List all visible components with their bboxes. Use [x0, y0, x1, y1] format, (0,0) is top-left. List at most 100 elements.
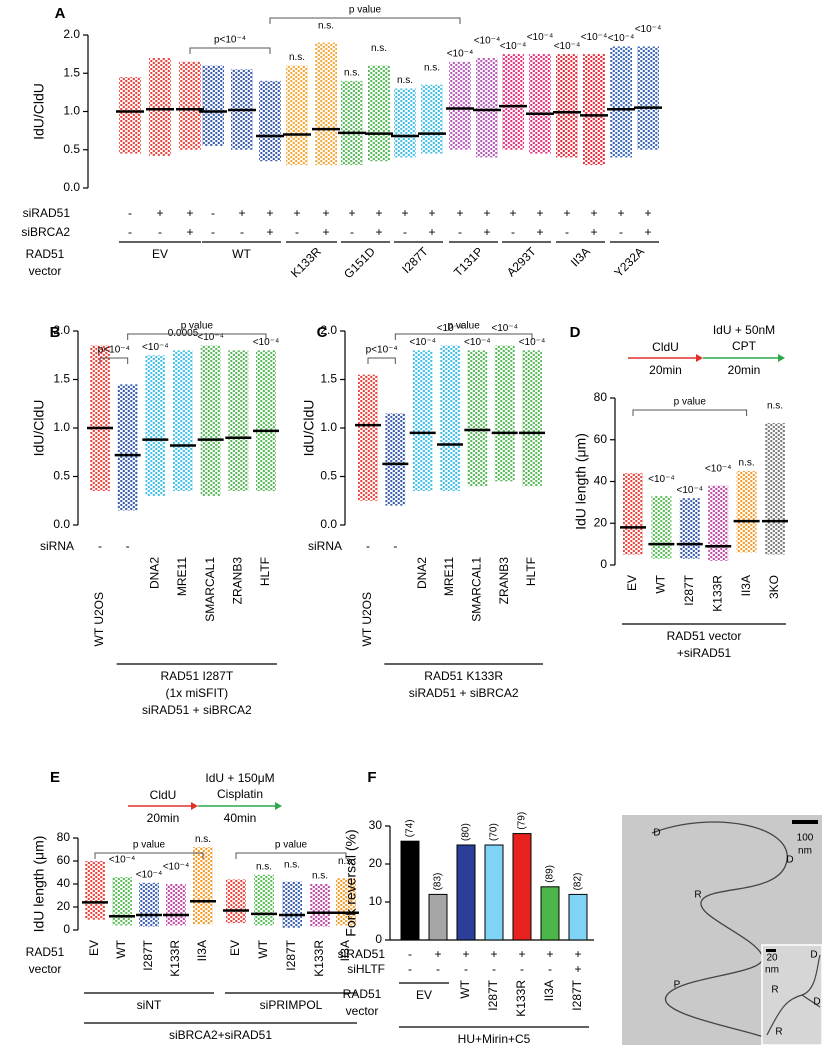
image-label: D — [786, 855, 793, 866]
dot-cloud — [286, 65, 308, 166]
y-tick-label: 20 — [594, 515, 608, 529]
footer-text: A293T — [504, 244, 539, 279]
footer-text: siNT — [137, 998, 162, 1012]
significance: n.s. — [739, 458, 755, 469]
significance: <10⁻⁴ — [581, 32, 608, 43]
row-value: + — [590, 206, 597, 220]
x-label: II3A — [195, 940, 209, 961]
y-tick-label: 1.0 — [53, 420, 70, 434]
dot-cloud — [193, 847, 213, 925]
x-label: II3A — [739, 575, 753, 596]
dot-cloud — [202, 65, 224, 146]
row-value: + — [156, 206, 163, 220]
bracket-label: p<10⁻⁴ — [214, 35, 246, 46]
row-value: DNA2 — [148, 557, 162, 589]
y-tick-label: 80 — [57, 830, 71, 844]
panel-label: F — [367, 769, 376, 786]
significance: n.s. — [289, 52, 305, 63]
row-value: + — [483, 225, 490, 239]
dot-cloud — [117, 384, 138, 511]
bracket — [189, 47, 271, 54]
y-tick-label: 1.5 — [53, 372, 70, 386]
label-title: vector — [29, 962, 62, 976]
dot-cloud — [610, 46, 632, 158]
dot-cloud — [385, 413, 406, 506]
schematic-text: IdU + 50nM — [713, 323, 775, 337]
y-axis-label: IdU/CldU — [31, 400, 47, 457]
x-label: I287T — [486, 979, 500, 1010]
row-value: - — [548, 962, 552, 976]
dot-cloud — [440, 345, 460, 492]
footer-text: I287T — [399, 244, 431, 276]
x-label: EV — [87, 940, 101, 956]
dot-cloud — [254, 874, 274, 926]
row-value: - — [128, 225, 132, 239]
schematic-text: 20min — [649, 363, 682, 377]
y-tick-label: 30 — [369, 818, 383, 832]
image-label: D — [653, 828, 660, 839]
significance: <10⁻⁴ — [705, 463, 732, 474]
significance: <10⁻⁴ — [437, 323, 464, 334]
schematic-text: 40min — [224, 811, 257, 825]
x-label: WT U2OS — [360, 592, 374, 646]
bracket — [367, 357, 396, 364]
row-value: + — [375, 206, 382, 220]
x-label: K133R — [710, 575, 724, 612]
dot-cloud — [476, 57, 498, 158]
y-tick-label: 0 — [600, 557, 607, 571]
y-tick-label: 40 — [594, 474, 608, 488]
bracket-label: p value — [133, 840, 166, 851]
label-title: RAD51 — [26, 945, 65, 959]
dot-cloud — [310, 884, 330, 927]
y-tick-label: 0 — [63, 922, 70, 936]
x-label: II3A — [338, 940, 352, 961]
dot-cloud — [529, 54, 551, 154]
footer-text: HU+Mirin+C5 — [458, 1032, 531, 1046]
row-value: + — [428, 225, 435, 239]
bracket — [127, 333, 267, 340]
significance: n.s. — [338, 856, 354, 867]
x-label: WT — [654, 574, 668, 593]
row-value: - — [408, 962, 412, 976]
label-title: vector — [346, 1004, 379, 1018]
dot-cloud — [394, 88, 416, 158]
schematic-text: 20min — [147, 811, 180, 825]
row-value: + — [644, 225, 651, 239]
row-value: - — [393, 539, 397, 553]
significance: <10⁻⁴ — [142, 342, 169, 353]
dot-cloud — [368, 65, 390, 162]
x-label: I287T — [682, 574, 696, 605]
dot-cloud — [467, 350, 488, 487]
dot-cloud — [173, 350, 193, 492]
dot-cloud — [315, 42, 337, 166]
footer-text: siRAD51 + siBRCA2 — [409, 686, 519, 700]
significance: <10⁻⁴ — [608, 33, 635, 44]
x-label: II3A — [542, 980, 556, 1001]
significance: n.s. — [767, 401, 783, 412]
panel-label: D — [570, 324, 581, 341]
footer-text: G151D — [341, 244, 378, 281]
row-value: - — [492, 962, 496, 976]
dot-cloud — [679, 498, 700, 559]
significance: <10⁻⁴ — [163, 862, 190, 873]
significance: <10⁻⁴ — [519, 337, 546, 348]
significance: n.s. — [424, 62, 440, 73]
significance: <10⁻⁴ — [109, 855, 136, 866]
n-label: (79) — [517, 812, 528, 830]
row-value: - — [211, 225, 215, 239]
dot-cloud — [522, 350, 542, 487]
row-value: - — [128, 206, 132, 220]
dot-cloud — [449, 61, 471, 150]
significance: n.s. — [312, 871, 328, 882]
arrow-head — [191, 802, 198, 810]
significance: n.s. — [256, 861, 272, 872]
footer-text: siBRCA2+siRAD51 — [169, 1028, 272, 1042]
row-value: + — [536, 206, 543, 220]
panel-label: C — [317, 324, 328, 341]
x-label: WT — [256, 939, 270, 958]
y-axis-label: IdU/CldU — [301, 400, 317, 457]
footer-text: K133R — [288, 244, 324, 280]
y-tick-label: 1.0 — [63, 104, 80, 118]
dot-cloud — [412, 350, 433, 492]
image-label: R — [775, 1027, 782, 1038]
